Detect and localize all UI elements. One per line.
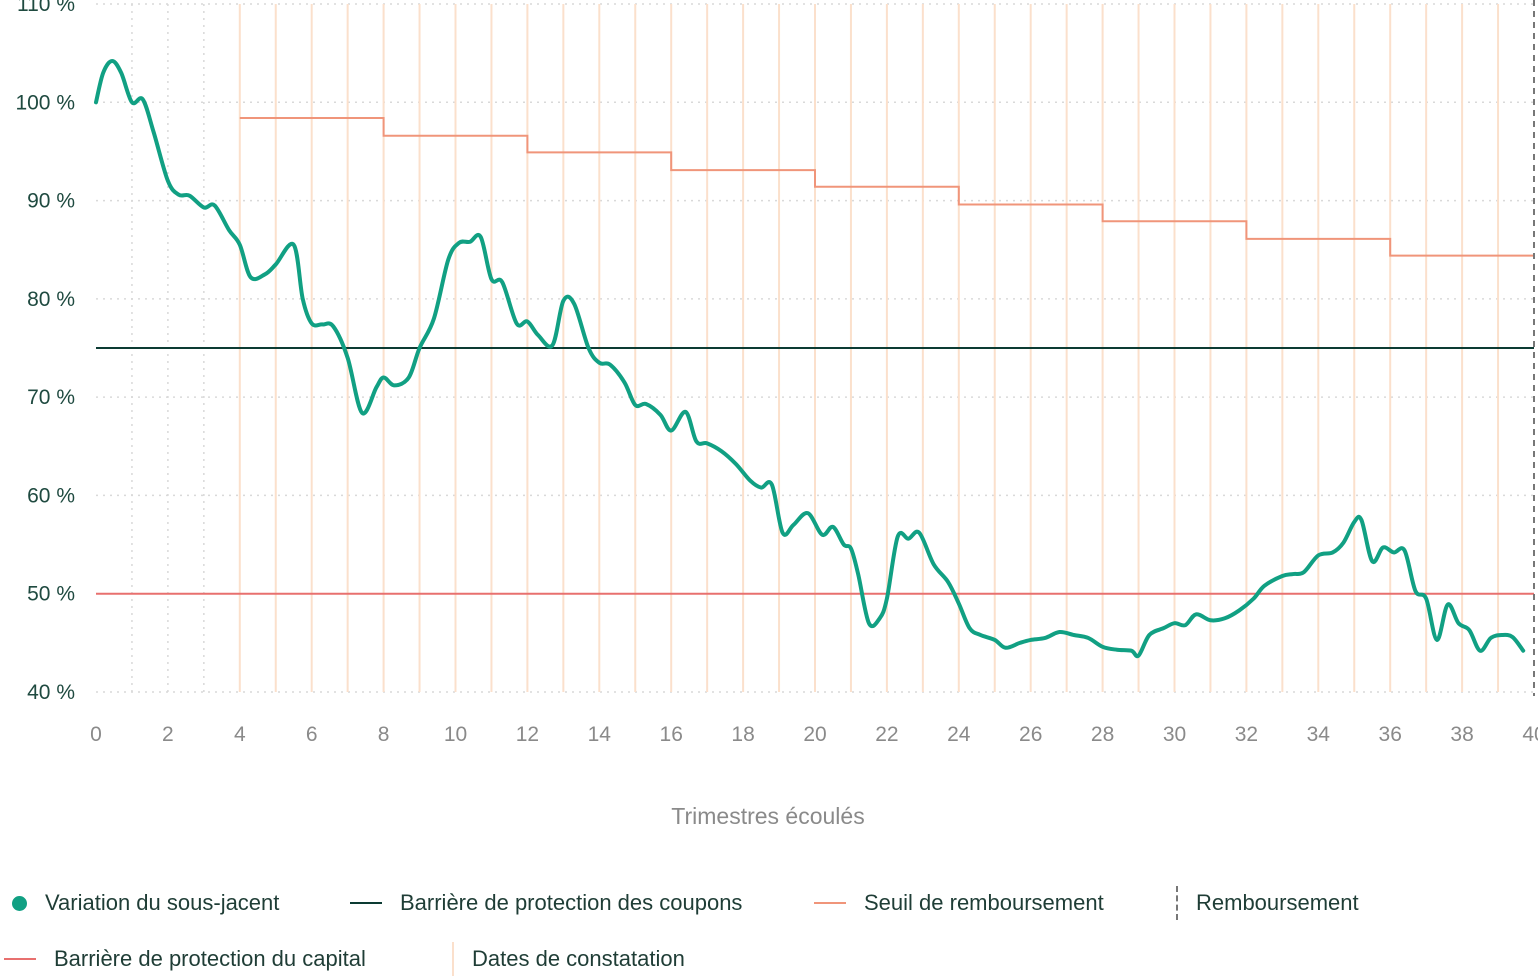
legend-label: Barrière de protection du capital [54, 946, 366, 971]
x-tick-label: 24 [947, 723, 971, 746]
x-axis: 0246810121416182022242628303234363840 [90, 723, 1538, 746]
legend-line-icon [350, 902, 382, 904]
y-axis: 40 % 50 % 60 % 70 % 80 % 90 % 100 % 110 % [15, 0, 75, 704]
x-tick-label: 32 [1235, 723, 1258, 746]
x-tick-label: 4 [234, 723, 246, 746]
legend-line-icon [4, 958, 36, 960]
autocall-threshold-line [239, 117, 1534, 257]
legend-item-observation-dates: Dates de constatation [444, 942, 685, 976]
y-tick-label: 90 % [27, 190, 75, 213]
x-tick-label: 14 [588, 723, 612, 746]
x-tick-label: 2 [162, 723, 174, 746]
x-tick-label: 36 [1379, 723, 1402, 746]
x-tick-label: 0 [90, 723, 102, 746]
series [94, 0, 1535, 696]
legend-item-autocall-threshold: Seuil de remboursement [814, 888, 1104, 918]
x-tick-label: 8 [378, 723, 390, 746]
legend-dashed-line-icon [1176, 886, 1178, 920]
y-tick-label: 50 % [27, 583, 75, 606]
y-tick-label: 70 % [27, 386, 75, 409]
legend: Variation du sous-jacent Barrière de pro… [0, 880, 1538, 978]
underlying-line [94, 59, 1526, 659]
y-tick-label: 80 % [27, 288, 75, 311]
legend-label: Remboursement [1196, 890, 1359, 915]
legend-label: Seuil de remboursement [864, 890, 1104, 915]
legend-line-icon [814, 902, 846, 904]
legend-label: Barrière de protection des coupons [400, 890, 743, 915]
x-tick-label: 20 [803, 723, 826, 746]
x-tick-label: 38 [1450, 723, 1473, 746]
legend-label: Dates de constatation [472, 946, 685, 971]
x-tick-label: 16 [660, 723, 683, 746]
legend-label: Variation du sous-jacent [45, 890, 280, 915]
x-axis-title: Trimestres écoulés [671, 803, 864, 829]
legend-item-coupon-barrier: Barrière de protection des coupons [350, 888, 742, 918]
x-tick-label: 12 [516, 723, 539, 746]
y-tick-label: 40 % [27, 681, 75, 704]
x-tick-label: 30 [1163, 723, 1186, 746]
x-tick-label: 28 [1091, 723, 1114, 746]
legend-item-capital-barrier: Barrière de protection du capital [4, 944, 366, 974]
x-tick-label: 22 [875, 723, 898, 746]
x-tick-label: 10 [444, 723, 467, 746]
x-tick-label: 34 [1307, 723, 1331, 746]
x-tick-label: 40 [1522, 723, 1538, 746]
legend-item-remboursement: Remboursement [1168, 886, 1359, 920]
y-tick-label: 100 % [15, 91, 75, 114]
x-tick-label: 26 [1019, 723, 1042, 746]
legend-vertical-line-icon [452, 942, 454, 976]
y-tick-label: 110 % [17, 0, 75, 16]
y-tick-label: 60 % [27, 484, 75, 507]
x-tick-label: 6 [306, 723, 318, 746]
x-tick-label: 18 [731, 723, 754, 746]
legend-item-underlying: Variation du sous-jacent [0, 888, 279, 918]
legend-dot-icon [12, 895, 27, 911]
